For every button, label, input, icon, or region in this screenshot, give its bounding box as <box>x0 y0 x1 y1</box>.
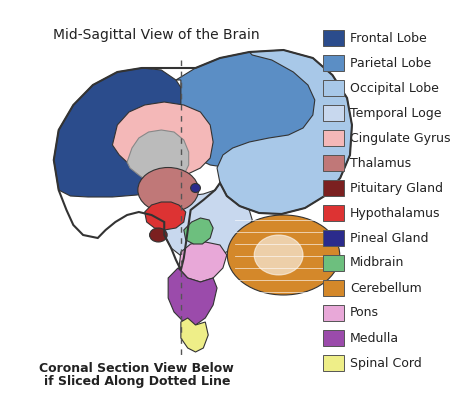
Polygon shape <box>112 102 213 178</box>
FancyBboxPatch shape <box>323 55 344 71</box>
FancyBboxPatch shape <box>323 155 344 171</box>
FancyBboxPatch shape <box>323 280 344 296</box>
Polygon shape <box>168 268 217 325</box>
FancyBboxPatch shape <box>323 30 344 46</box>
Polygon shape <box>179 242 227 282</box>
Text: Temporal Loge: Temporal Loge <box>350 106 441 119</box>
Ellipse shape <box>138 167 199 212</box>
Text: Mid-Sagittal View of the Brain: Mid-Sagittal View of the Brain <box>53 28 260 42</box>
Polygon shape <box>127 130 189 184</box>
Text: Occipital Lobe: Occipital Lobe <box>350 82 439 95</box>
Text: Frontal Lobe: Frontal Lobe <box>350 32 427 45</box>
Text: if Sliced Along Dotted Line: if Sliced Along Dotted Line <box>44 375 230 388</box>
Text: Pituitary Gland: Pituitary Gland <box>350 182 443 195</box>
FancyBboxPatch shape <box>323 305 344 321</box>
Text: Pineal Gland: Pineal Gland <box>350 232 428 245</box>
Polygon shape <box>217 50 352 214</box>
FancyBboxPatch shape <box>323 180 344 196</box>
Text: Spinal Cord: Spinal Cord <box>350 357 422 370</box>
Polygon shape <box>145 202 186 230</box>
Ellipse shape <box>228 215 340 295</box>
FancyBboxPatch shape <box>323 205 344 221</box>
Ellipse shape <box>254 235 303 275</box>
Text: Cingulate Gyrus: Cingulate Gyrus <box>350 132 450 145</box>
Polygon shape <box>181 318 208 352</box>
Polygon shape <box>54 68 191 197</box>
Text: Hypothalamus: Hypothalamus <box>350 206 440 219</box>
Ellipse shape <box>191 184 201 193</box>
FancyBboxPatch shape <box>323 355 344 371</box>
Ellipse shape <box>150 228 167 242</box>
FancyBboxPatch shape <box>323 230 344 246</box>
FancyBboxPatch shape <box>323 255 344 271</box>
FancyBboxPatch shape <box>323 130 344 146</box>
Text: Medulla: Medulla <box>350 331 399 344</box>
Polygon shape <box>184 218 213 244</box>
Polygon shape <box>164 183 252 262</box>
Text: Coronal Section View Below: Coronal Section View Below <box>39 362 234 375</box>
Text: Parietal Lobe: Parietal Lobe <box>350 56 431 69</box>
Text: Midbrain: Midbrain <box>350 256 404 269</box>
Polygon shape <box>176 52 323 168</box>
Text: Cerebellum: Cerebellum <box>350 281 422 294</box>
FancyBboxPatch shape <box>323 80 344 96</box>
Text: Pons: Pons <box>350 307 379 320</box>
Text: Thalamus: Thalamus <box>350 156 411 169</box>
FancyBboxPatch shape <box>323 330 344 346</box>
FancyBboxPatch shape <box>323 105 344 121</box>
